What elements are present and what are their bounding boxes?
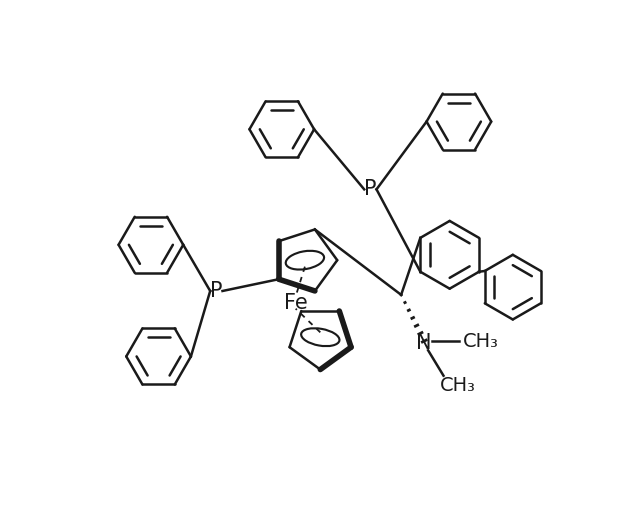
- Text: Fe: Fe: [284, 293, 308, 312]
- Text: N: N: [417, 334, 432, 353]
- Text: P: P: [210, 281, 223, 301]
- Text: CH₃: CH₃: [440, 376, 476, 395]
- Text: P: P: [364, 179, 376, 200]
- Text: CH₃: CH₃: [463, 331, 499, 351]
